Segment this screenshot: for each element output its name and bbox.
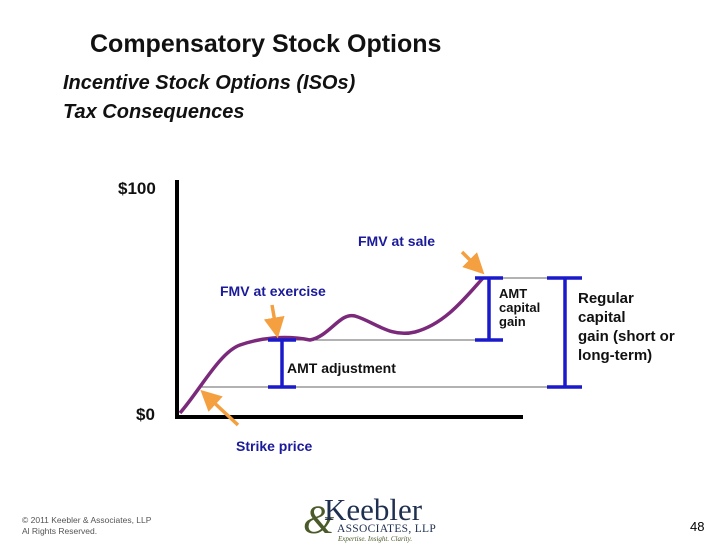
amt-adjustment-label: AMT adjustment — [287, 360, 396, 376]
keebler-logo: & Keebler ASSOCIATES, LLP Expertise. Ins… — [303, 492, 436, 544]
fmv-exercise-arrow — [263, 304, 285, 339]
amt-capital-gain-label-1: AMT — [499, 286, 527, 301]
fmv-sale-label: FMV at sale — [358, 233, 435, 249]
amt-capital-gain-label-3: gain — [499, 314, 526, 329]
slide-subtitle-line2: Tax Consequences — [63, 101, 245, 123]
y-top-label: $100 — [118, 179, 156, 198]
logo-associates: ASSOCIATES, LLP — [337, 523, 437, 535]
copyright: © 2011 Keebler & Associates, LLP Al Righ… — [22, 515, 151, 537]
slide-title: Compensatory Stock Options — [90, 30, 442, 58]
copyright-line2: Al Rights Reserved. — [22, 526, 98, 536]
strike-price-arrow — [200, 389, 240, 427]
page-number: 48 — [690, 519, 705, 534]
fmv-sale-arrow — [460, 250, 485, 275]
regular-gain-label-2: capital — [578, 309, 626, 326]
y-bottom-label: $0 — [136, 405, 155, 424]
amt-capital-gain-bracket — [475, 276, 503, 342]
logo-tagline: Expertise. Insight. Clarity. — [338, 535, 413, 543]
regular-capital-gain-bracket — [547, 276, 582, 389]
logo-name: Keebler — [324, 492, 423, 527]
regular-gain-label-4: long-term) — [578, 347, 652, 364]
fmv-exercise-label: FMV at exercise — [220, 283, 326, 299]
stock-price-curve — [178, 276, 485, 415]
regular-gain-label-1: Regular — [578, 290, 634, 307]
copyright-line1: © 2011 Keebler & Associates, LLP — [22, 515, 152, 525]
logo-ampersand: & — [303, 497, 335, 542]
regular-gain-label-3: gain (short or — [578, 328, 675, 345]
strike-price-label: Strike price — [236, 438, 312, 454]
slide-subtitle-line1: Incentive Stock Options (ISOs) — [63, 72, 356, 94]
amt-capital-gain-label-2: capital — [499, 300, 540, 315]
amt-adjustment-bracket — [268, 338, 296, 389]
